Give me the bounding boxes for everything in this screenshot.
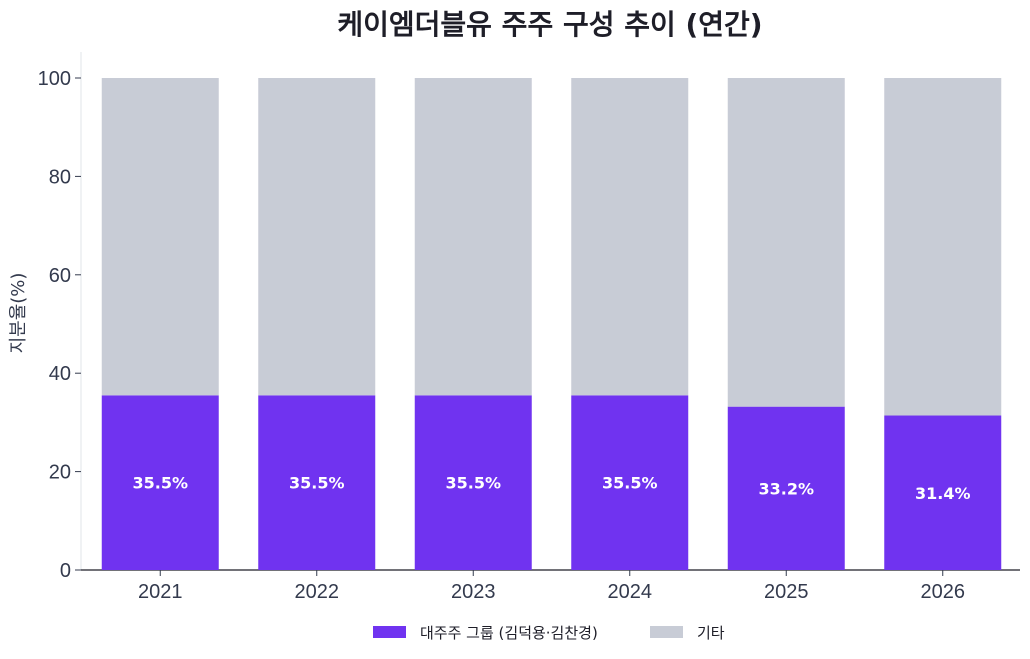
x-tick-label: 2021	[138, 581, 183, 603]
y-tick-label: 60	[49, 265, 71, 287]
x-tick-label: 2025	[764, 581, 809, 603]
legend-label: 대주주 그룹 (김덕용·김찬경)	[420, 624, 598, 642]
bar-major-2021	[101, 395, 219, 570]
x-tick-label: 2023	[451, 581, 496, 603]
data-label: 35.5%	[132, 474, 188, 493]
y-tick-label: 20	[49, 462, 71, 484]
legend: 대주주 그룹 (김덕용·김찬경) 기타	[373, 624, 725, 642]
x-tick-label: 2026	[921, 581, 966, 603]
plot-area: 0 20 40 60 80 100 35.5% 2021 35.5% 2022 35.5% 2023 3…	[38, 52, 1020, 603]
legend-label: 기타	[697, 624, 725, 642]
bar-other-2021	[101, 78, 219, 396]
bar-major-2022	[258, 395, 376, 570]
x-tick-label: 2024	[608, 581, 653, 603]
data-label: 35.5%	[445, 474, 501, 493]
bar-major-2024	[571, 395, 689, 570]
data-label: 35.5%	[602, 474, 658, 493]
bar-other-2023	[414, 78, 532, 396]
data-label: 33.2%	[758, 479, 814, 498]
bar-other-2024	[571, 78, 689, 396]
bar-other-2022	[258, 78, 376, 396]
y-tick-label: 0	[60, 560, 71, 582]
data-label: 31.4%	[915, 484, 971, 503]
data-label: 35.5%	[289, 474, 345, 493]
bar-major-2025	[727, 406, 845, 570]
legend-swatch	[650, 626, 683, 638]
legend-swatch	[373, 626, 406, 638]
chart-title: 케이엠더블유 주주 구성 추이 (연간)	[337, 8, 762, 41]
y-tick-label: 40	[49, 363, 71, 385]
y-axis-label: 지분율(%)	[8, 273, 29, 354]
y-tick-label: 100	[38, 68, 71, 90]
y-tick-label: 80	[49, 166, 71, 188]
x-tick-label: 2022	[295, 581, 340, 603]
bar-other-2025	[727, 78, 845, 407]
bar-major-2023	[414, 395, 532, 570]
bar-other-2026	[884, 78, 1002, 416]
bar-major-2026	[884, 415, 1002, 570]
